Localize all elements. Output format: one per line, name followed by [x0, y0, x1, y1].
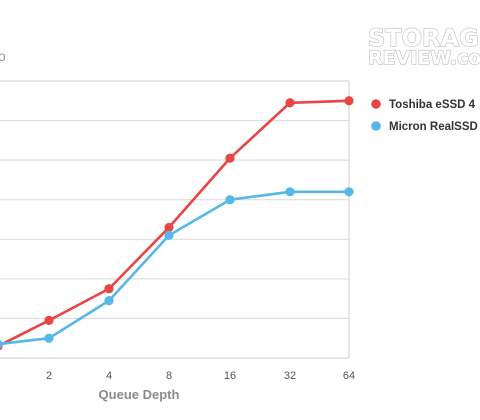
data-point: [285, 98, 295, 108]
data-point: [104, 284, 114, 294]
legend-marker: [371, 121, 381, 131]
data-point: [285, 187, 295, 197]
gridlines: [0, 120, 349, 319]
chart-title-fragment: o: [0, 48, 6, 64]
watermark-line-1: STORAGE: [368, 24, 480, 52]
data-point: [344, 187, 354, 197]
data-point: [44, 333, 54, 343]
legend-marker: [371, 99, 381, 109]
data-point: [164, 222, 174, 233]
x-tick-label: 2: [46, 370, 52, 382]
data-point: [344, 96, 354, 106]
data-point: [164, 230, 174, 240]
x-tick-label: 64: [343, 370, 355, 382]
x-axis-ticks: 2 4 8 16 32 64: [46, 370, 355, 382]
series-micron: [0, 187, 354, 349]
watermark-line-2: REVIEW.com: [368, 47, 480, 69]
data-point: [0, 340, 3, 349]
data-point: [44, 315, 54, 326]
series-layer: [0, 96, 354, 351]
x-tick-label: 8: [166, 370, 172, 382]
x-tick-label: 4: [106, 370, 112, 382]
data-point: [225, 153, 235, 163]
x-tick-label: 32: [284, 370, 296, 382]
data-point: [225, 195, 235, 205]
x-axis-title: Queue Depth: [99, 387, 180, 402]
legend-label: Micron RealSSD: [389, 121, 478, 133]
series-toshiba: [0, 96, 354, 351]
storagereview-logo: STORAGE REVIEW.com: [367, 23, 480, 69]
data-point: [104, 296, 114, 306]
plot-area: [0, 80, 354, 359]
legend: Toshiba eSSD 4 Micron RealSSD: [371, 99, 478, 133]
x-tick-label: 16: [224, 370, 236, 382]
legend-label: Toshiba eSSD 4: [389, 99, 476, 111]
